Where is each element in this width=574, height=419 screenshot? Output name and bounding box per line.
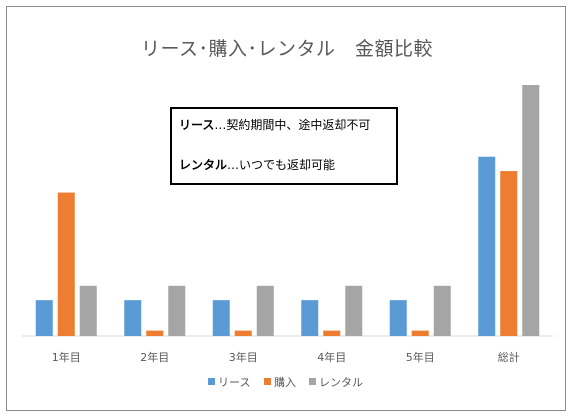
- annotation-text-rental: …いつでも返却可能: [227, 158, 336, 172]
- bar-購入-4年目: [323, 330, 341, 336]
- bar-リース-4年目: [301, 300, 319, 336]
- bar-購入-1年目: [57, 192, 75, 336]
- bar-購入-総計: [500, 171, 518, 336]
- bar-購入-5年目: [411, 330, 429, 336]
- bar-レンタル-3年目: [256, 285, 274, 336]
- bar-リース-1年目: [35, 300, 53, 336]
- legend-swatch-購入: [264, 378, 271, 385]
- legend-label-リース: リース: [218, 376, 250, 389]
- bar-レンタル-5年目: [433, 285, 451, 336]
- bar-レンタル-総計: [522, 85, 540, 336]
- bar-リース-3年目: [212, 300, 230, 336]
- annotation-line-lease: リース…契約期間中、途中返却不可: [179, 116, 370, 133]
- annotation-term-rental: レンタル: [179, 158, 228, 172]
- legend-label-購入: 購入: [274, 375, 296, 389]
- annotation-line-rental: レンタル…いつでも返却可能: [179, 156, 335, 173]
- x-tick-label: 5年目: [406, 350, 435, 364]
- x-tick-label: 3年目: [229, 350, 258, 364]
- x-tick-label: 総計: [498, 350, 520, 364]
- x-tick-label: 4年目: [317, 350, 346, 364]
- annotation-text-lease: …契約期間中、途中返却不可: [214, 118, 371, 132]
- bar-購入-2年目: [146, 330, 164, 336]
- legend-label-レンタル: レンタル: [319, 376, 363, 389]
- bar-購入-3年目: [234, 330, 252, 336]
- bar-リース-2年目: [124, 300, 142, 336]
- chart-frame: [6, 6, 566, 411]
- bar-リース-総計: [478, 156, 496, 336]
- bar-リース-5年目: [389, 300, 407, 336]
- bar-レンタル-4年目: [345, 285, 363, 336]
- annotation-box: リース…契約期間中、途中返却不可 レンタル…いつでも返却可能: [170, 107, 398, 185]
- legend-swatch-リース: [208, 378, 215, 385]
- legend-swatch-レンタル: [309, 378, 316, 385]
- bar-レンタル-1年目: [79, 285, 97, 336]
- chart-title: リース･購入･レンタル 金額比較: [140, 38, 434, 60]
- x-tick-label: 2年目: [140, 350, 169, 364]
- bar-レンタル-2年目: [168, 285, 186, 336]
- annotation-term-lease: リース: [179, 118, 215, 132]
- x-tick-label: 1年目: [52, 350, 81, 364]
